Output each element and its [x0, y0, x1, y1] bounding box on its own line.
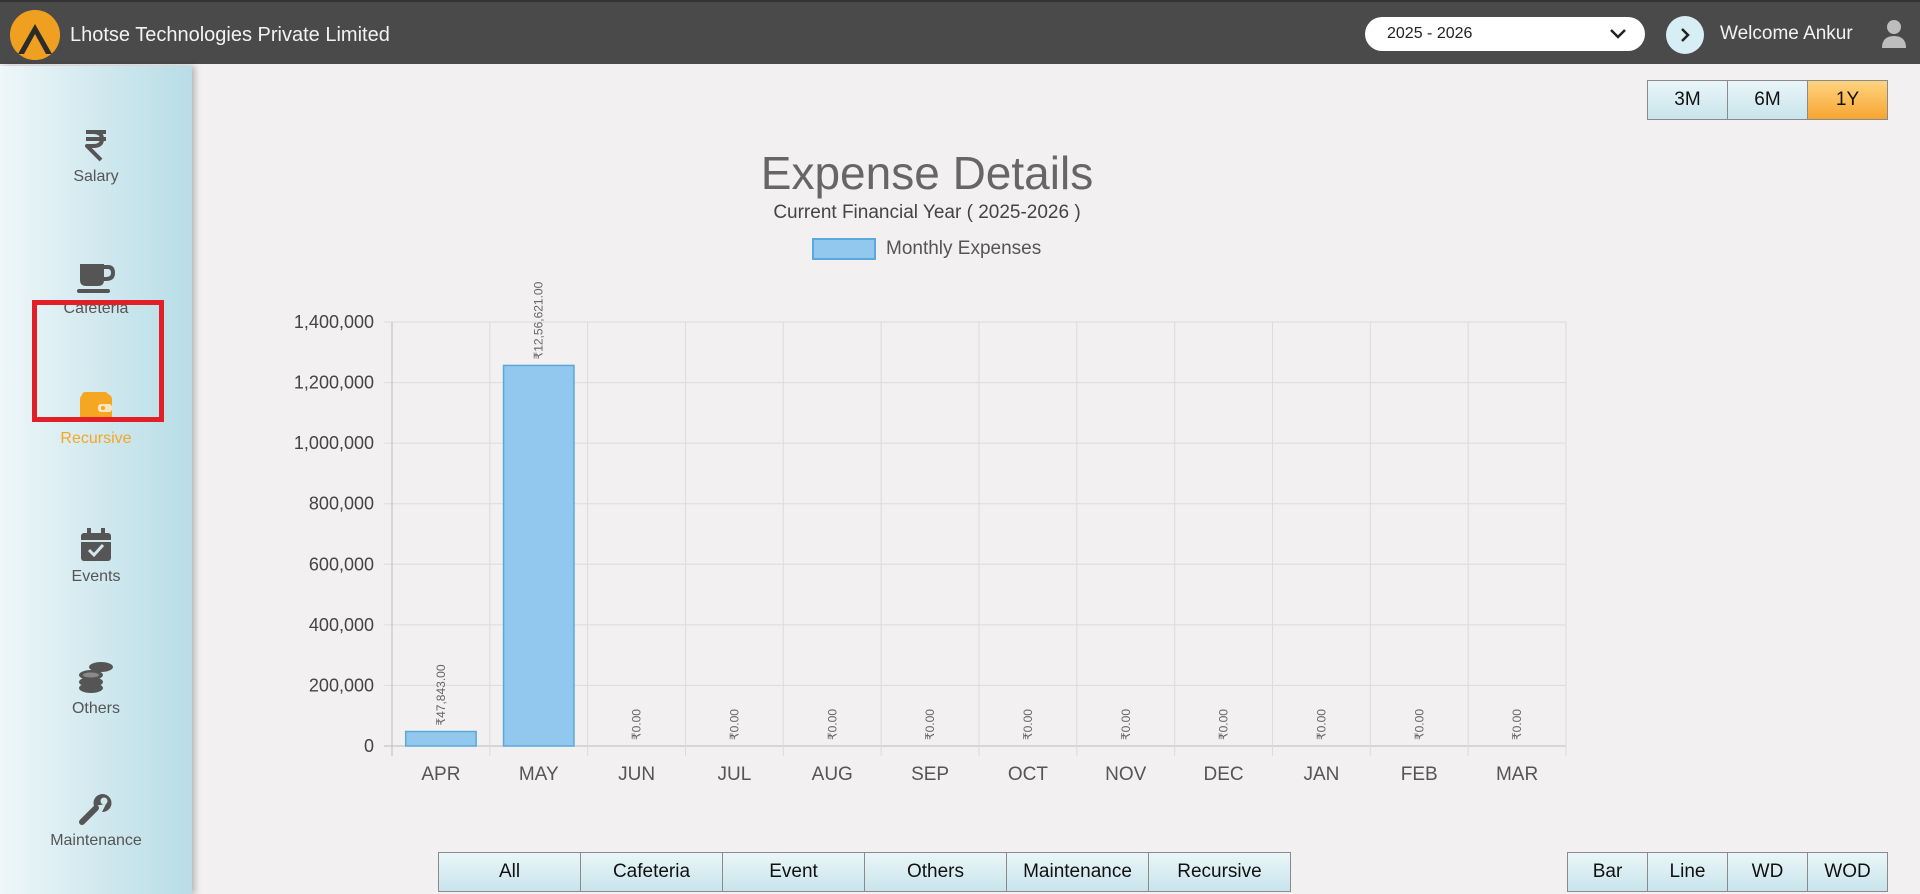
x-category-label: NOV	[1105, 764, 1147, 785]
x-category-label: AUG	[812, 764, 853, 785]
filter-recursive-button[interactable]: Recursive	[1148, 852, 1291, 892]
data-label: ₹0.00	[923, 709, 937, 740]
cup-icon	[77, 264, 116, 293]
x-category-label: DEC	[1204, 764, 1244, 785]
chart-title: Expense Details	[760, 147, 1094, 199]
x-category-label: FEB	[1401, 764, 1438, 785]
year-select-value: 2025 - 2026	[1387, 25, 1473, 42]
data-label: ₹0.00	[727, 709, 741, 740]
data-label: ₹47,843.00	[434, 664, 448, 725]
y-tick-label: 600,000	[309, 554, 374, 574]
legend-label: Monthly Expenses	[886, 238, 1042, 259]
sidebar-item-recursive[interactable]: Recursive	[0, 390, 192, 448]
period-3m-button[interactable]: 3M	[1647, 80, 1728, 120]
company-name: Lhotse Technologies Private Limited	[70, 24, 390, 46]
data-label: ₹0.00	[1021, 709, 1035, 740]
chart-type-wd-button[interactable]: WD	[1727, 852, 1808, 892]
data-label: ₹0.00	[1510, 709, 1524, 740]
sidebar-item-label: Events	[71, 568, 121, 585]
x-category-label: JAN	[1303, 764, 1339, 785]
top-bar: Lhotse Technologies Private Limited 2025…	[0, 0, 1920, 64]
wallet-icon	[80, 392, 112, 422]
data-label: ₹0.00	[1412, 709, 1426, 740]
x-category-label: JUN	[618, 764, 655, 785]
go-button[interactable]	[1666, 16, 1704, 54]
x-category-label: JUL	[718, 764, 752, 785]
sidebar-item-label: Others	[71, 700, 120, 717]
chart-type-line-button[interactable]: Line	[1647, 852, 1728, 892]
data-label: ₹0.00	[1217, 709, 1231, 740]
y-tick-label: 400,000	[309, 615, 374, 635]
sidebar-item-maintenance[interactable]: Maintenance	[0, 792, 192, 850]
chart-type-group: Bar Line WD WOD	[1567, 852, 1888, 892]
sidebar-item-label: Salary	[73, 168, 119, 185]
filter-all-button[interactable]: All	[438, 852, 581, 892]
legend-swatch	[812, 238, 876, 260]
y-tick-label: 1,000,000	[294, 433, 374, 453]
x-category-label: OCT	[1008, 764, 1049, 785]
y-tick-label: 1,200,000	[294, 373, 374, 393]
chevron-down-icon	[1610, 29, 1626, 39]
y-tick-label: 200,000	[309, 675, 374, 695]
filter-event-button[interactable]: Event	[722, 852, 865, 892]
chart-subtitle: Current Financial Year ( 2025-2026 )	[773, 202, 1081, 223]
chart-legend[interactable]: Monthly Expenses	[812, 238, 1041, 260]
chart-type-wod-button[interactable]: WOD	[1807, 852, 1888, 892]
chart-type-bar-button[interactable]: Bar	[1567, 852, 1648, 892]
chevron-right-icon	[1681, 28, 1690, 42]
filter-cafeteria-button[interactable]: Cafeteria	[580, 852, 723, 892]
data-label: ₹12,56,621.00	[532, 281, 546, 359]
company-logo[interactable]	[10, 10, 60, 60]
sidebar-item-label: Recursive	[60, 430, 132, 447]
bar-may	[502, 364, 575, 747]
period-6m-button[interactable]: 6M	[1727, 80, 1808, 120]
welcome-text: Welcome Ankur	[1720, 23, 1853, 44]
x-category-label: APR	[421, 764, 460, 785]
category-filter-group: All Cafeteria Event Others Maintenance R…	[438, 852, 1291, 892]
financial-year-select[interactable]: 2025 - 2026	[1365, 17, 1645, 51]
y-tick-label: 800,000	[309, 494, 374, 514]
sidebar-item-label: Maintenance	[50, 832, 142, 849]
user-icon[interactable]	[1880, 18, 1908, 53]
sidebar-item-events[interactable]: Events	[0, 528, 192, 586]
x-category-label: MAY	[519, 764, 559, 785]
period-1y-button[interactable]: 1Y	[1807, 80, 1888, 120]
data-label: ₹0.00	[825, 709, 839, 740]
filter-maintenance-button[interactable]: Maintenance	[1006, 852, 1149, 892]
data-label: ₹0.00	[1119, 709, 1133, 740]
rupee-icon	[85, 130, 106, 162]
y-tick-label: 1,400,000	[294, 312, 374, 332]
sidebar-item-salary[interactable]: Salary	[0, 128, 192, 186]
bar-apr	[404, 730, 477, 747]
filter-others-button[interactable]: Others	[864, 852, 1007, 892]
x-category-label: MAR	[1496, 764, 1538, 785]
sidebar-item-others[interactable]: Others	[0, 660, 192, 718]
y-tick-label: 0	[364, 736, 374, 756]
calendar-check-icon	[81, 528, 111, 561]
data-label: ₹0.00	[630, 709, 644, 740]
selection-highlight	[32, 300, 164, 422]
wrench-icon	[79, 794, 112, 825]
x-category-label: SEP	[911, 764, 949, 785]
data-label: ₹0.00	[1314, 709, 1328, 740]
period-toggle-group: 3M 6M 1Y	[1647, 80, 1888, 120]
coins-icon	[79, 662, 113, 693]
